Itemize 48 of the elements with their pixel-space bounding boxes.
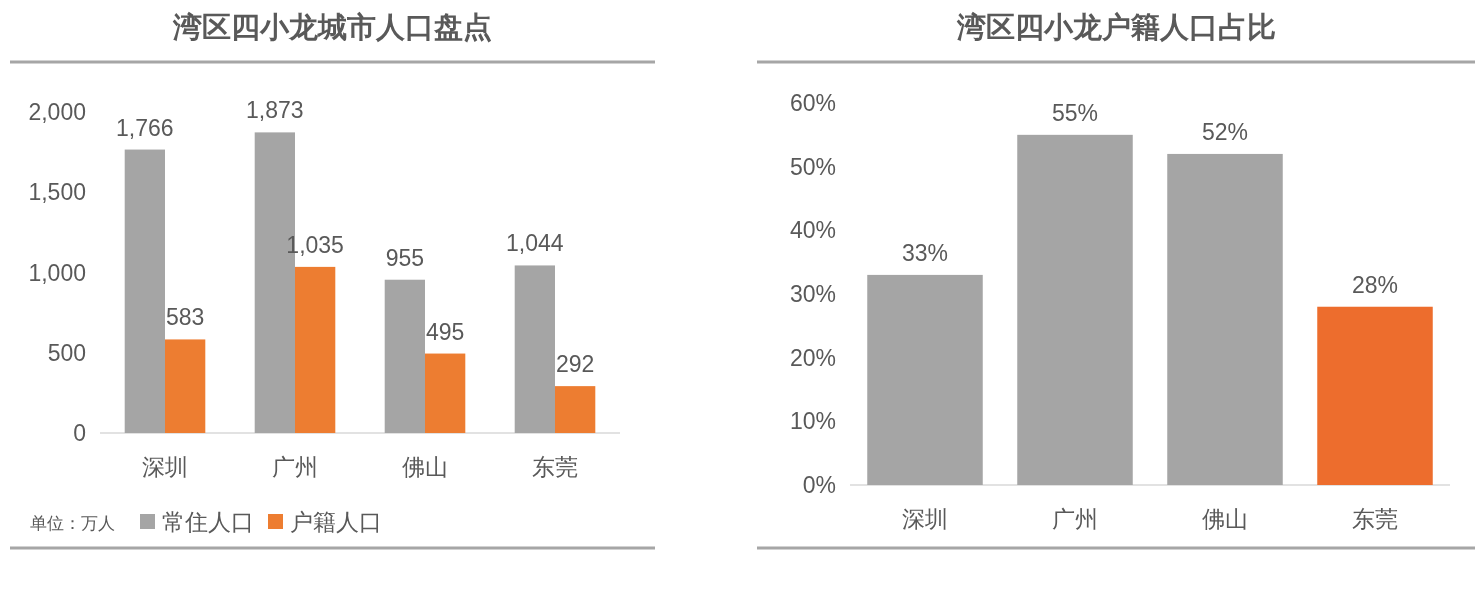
y-tick-label: 10% [789, 408, 836, 435]
x-tick-label: 东莞 [1352, 506, 1398, 532]
bar [1017, 134, 1133, 485]
x-tick-label: 广州 [272, 454, 318, 480]
data-label: 1,035 [286, 231, 344, 258]
data-label: 55% [1051, 99, 1099, 126]
bar [384, 279, 425, 433]
chart-title: 湾区四小龙户籍人口占比 [955, 11, 1276, 43]
data-label: 292 [555, 351, 595, 378]
y-tick-label: 60% [789, 90, 836, 116]
bar [1167, 153, 1283, 485]
data-label: 1,766 [116, 114, 174, 141]
y-tick-label: 20% [789, 344, 836, 371]
bar [295, 266, 336, 433]
y-tick-label: 500 [47, 339, 86, 366]
x-tick-label: 佛山 [402, 454, 448, 480]
bar [867, 274, 983, 485]
chart-title: 湾区四小龙城市人口盘点 [172, 11, 492, 43]
data-label: 1,044 [506, 230, 564, 257]
x-tick-label: 深圳 [902, 506, 948, 532]
legend-label: 常住人口 [162, 509, 254, 535]
data-label: 495 [425, 318, 465, 345]
y-tick-label: 40% [789, 217, 836, 244]
data-label: 583 [165, 304, 205, 331]
bar [425, 353, 466, 433]
data-label: 52% [1201, 118, 1249, 145]
text: 单位：万人 [30, 514, 115, 533]
data-label: 955 [385, 244, 425, 271]
y-tick-label: 1,000 [28, 259, 86, 286]
data-label: 1,873 [246, 97, 304, 124]
y-tick-label: 0% [802, 472, 836, 498]
data-label: 33% [901, 239, 949, 266]
y-tick-label: 0 [73, 420, 86, 446]
bar [165, 339, 206, 433]
bar [124, 149, 165, 433]
x-tick-label: 深圳 [142, 454, 188, 480]
y-tick-label: 30% [789, 281, 836, 307]
x-tick-label: 广州 [1052, 506, 1098, 532]
legend-label: 户籍人口 [290, 509, 382, 535]
x-tick-label: 佛山 [1202, 506, 1248, 532]
bar [1317, 306, 1433, 485]
y-tick-label: 50% [789, 153, 836, 180]
data-label: 28% [1351, 271, 1399, 298]
bar [555, 386, 596, 433]
x-tick-label: 东莞 [532, 454, 578, 480]
y-tick-label: 1,500 [28, 179, 86, 206]
y-tick-label: 2,000 [28, 99, 86, 125]
bar [514, 265, 555, 433]
